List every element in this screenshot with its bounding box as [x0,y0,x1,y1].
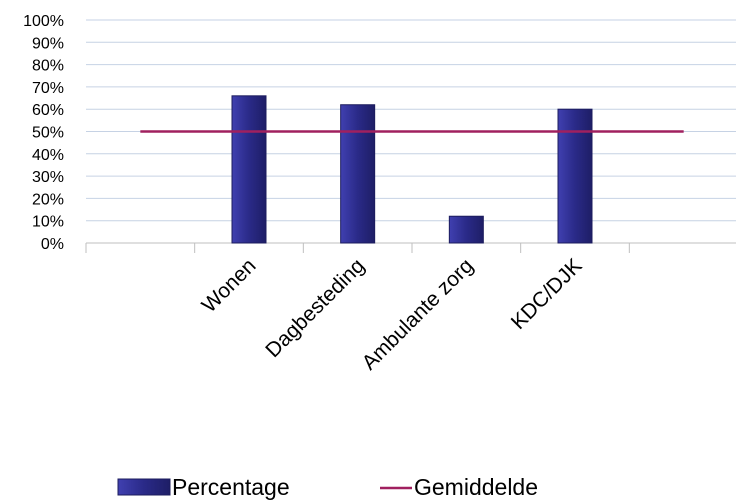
y-tick-label: 30% [32,169,64,186]
x-category-label: Dagbesteding [261,254,369,362]
y-tick-label: 10% [32,214,64,231]
legend-swatch-percentage [117,478,171,496]
y-tick-label: 100% [23,13,64,30]
y-axis-ticks: 0% 10% 20% 30% 40% 50% 60% 70% 80% 90% 100% [23,13,64,253]
y-tick-label: 40% [32,147,64,164]
gridlines [86,19,736,222]
x-axis [85,242,736,253]
x-category-label: Ambulante zorg [358,254,478,374]
y-tick-label: 90% [32,35,64,52]
y-tick-label: 0% [41,236,64,253]
bar [557,108,593,244]
y-tick-label: 70% [32,80,64,97]
y-tick-label: 80% [32,58,64,75]
y-tick-label: 20% [32,191,64,208]
legend-label-gemiddelde: Gemiddelde [414,474,538,500]
y-tick-label: 50% [32,125,64,142]
x-category-label: Wonen [197,254,260,317]
bar [340,104,376,244]
bar [448,215,484,244]
legend-label-percentage: Percentage [172,474,290,500]
y-tick-label: 60% [32,102,64,119]
x-category-label: KDC/DJK [507,254,587,334]
bar [231,95,267,244]
legend: Percentage Gemiddelde [117,474,538,500]
